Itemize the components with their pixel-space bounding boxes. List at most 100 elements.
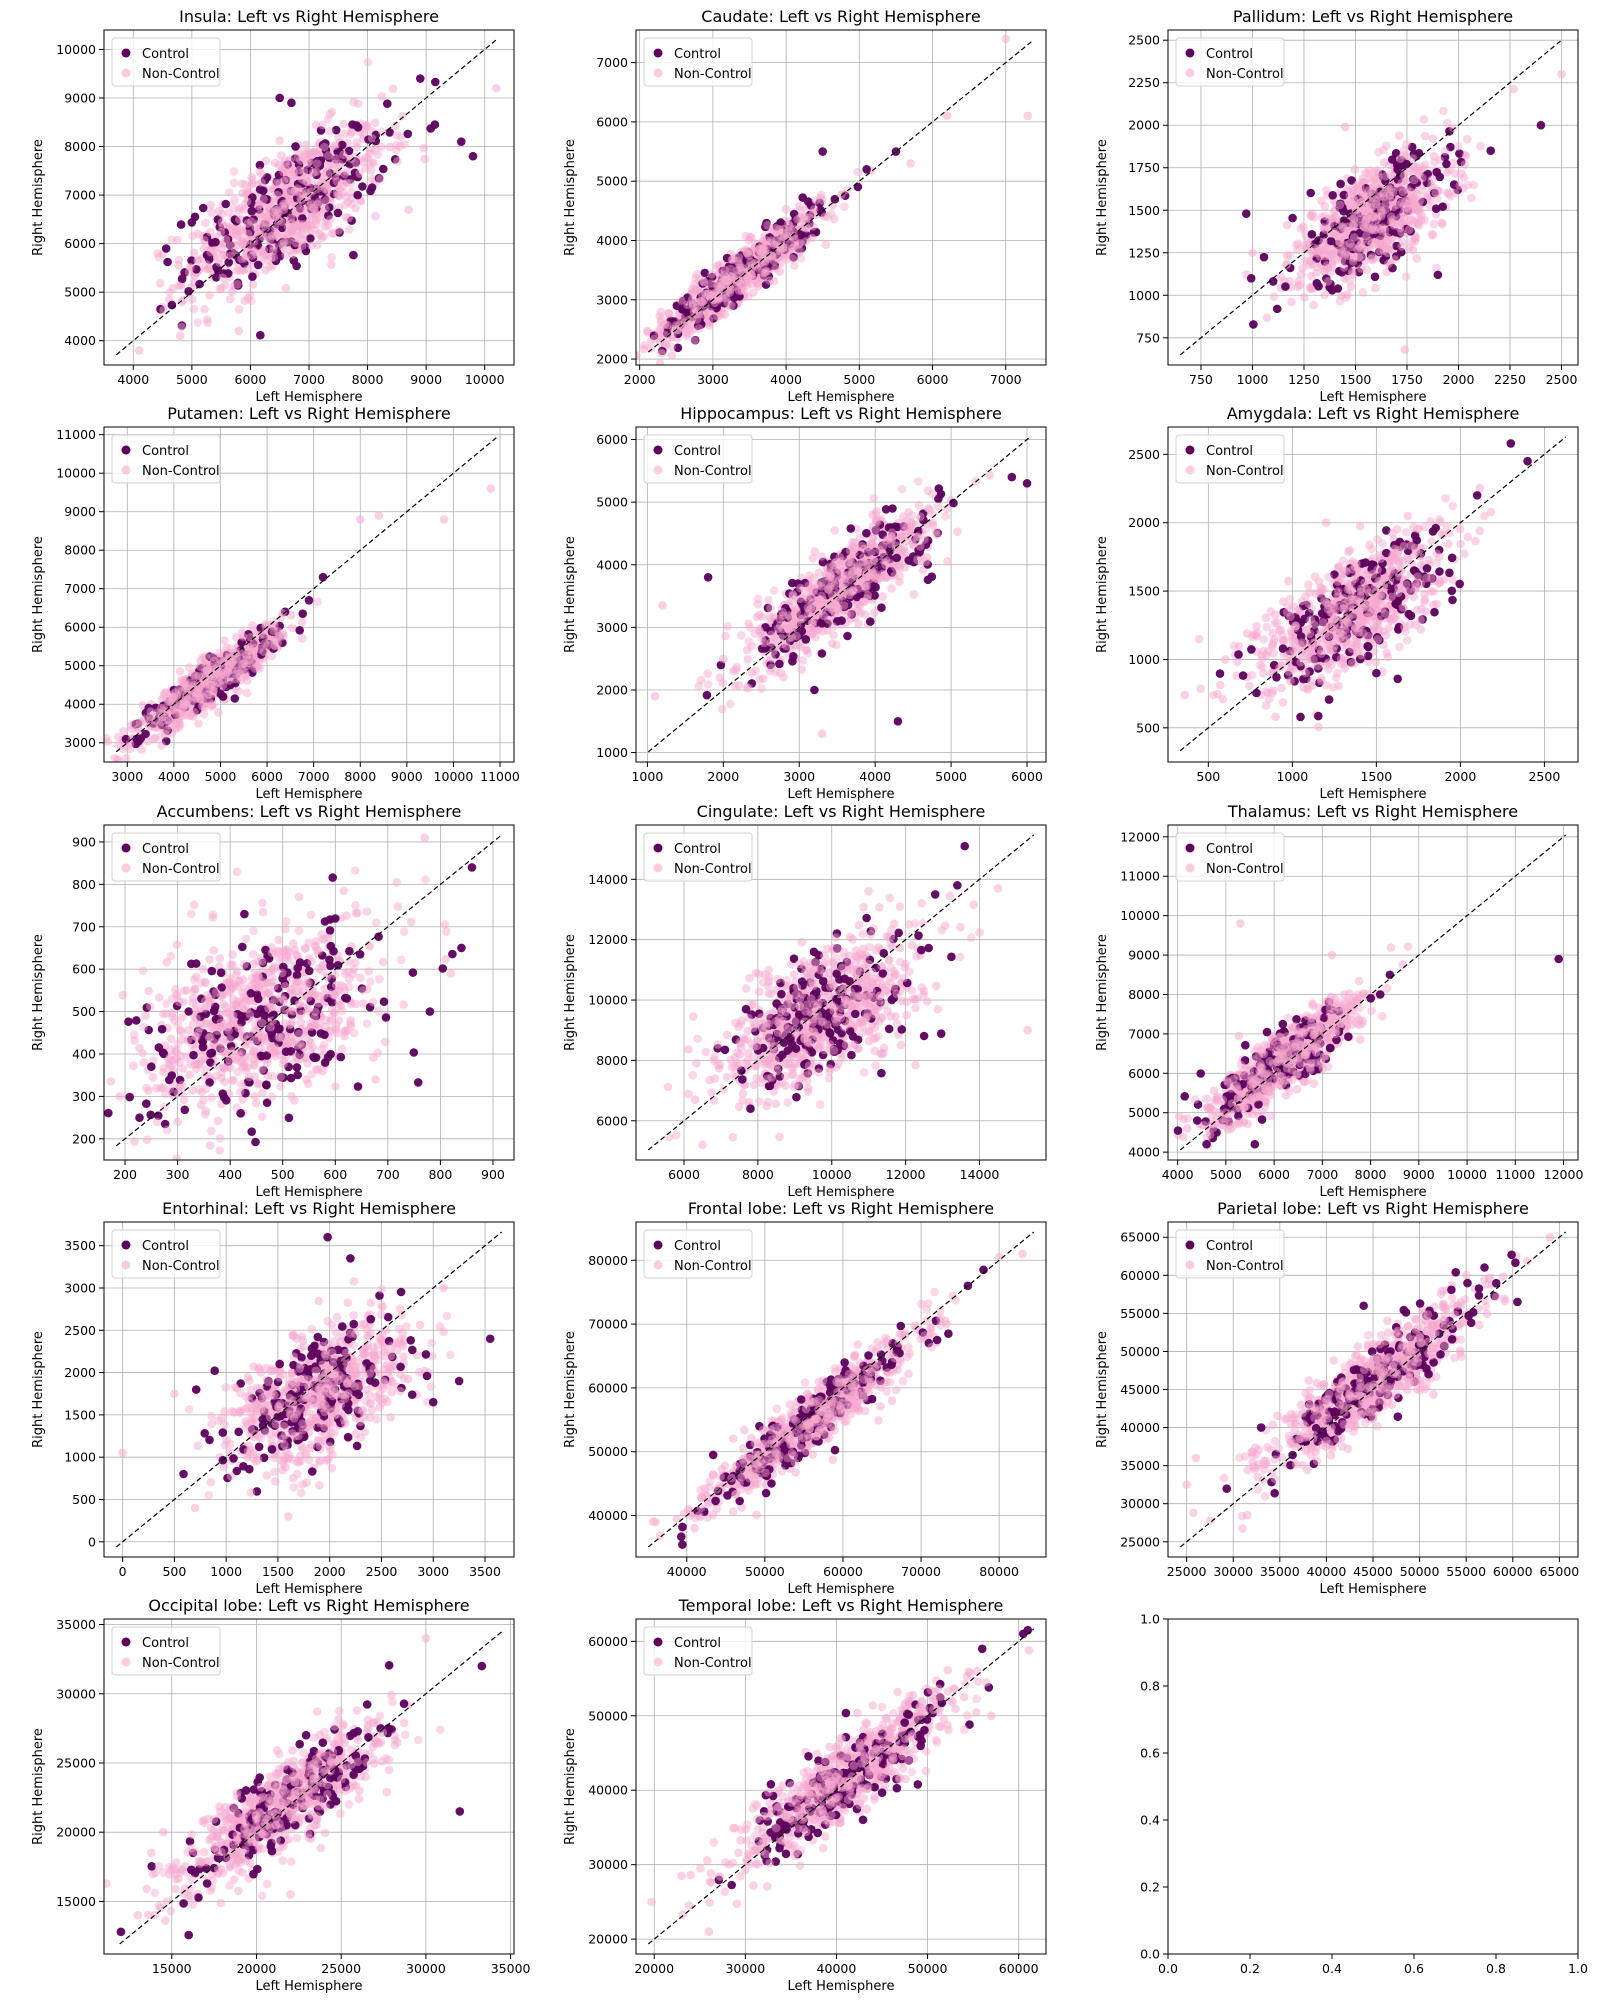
y-tick-label: 8000 (64, 139, 96, 154)
non-control-point (309, 203, 319, 212)
legend-marker-control (1185, 48, 1195, 58)
non-control-point (1394, 131, 1404, 140)
control-point (253, 241, 263, 250)
non-control-point (168, 283, 178, 293)
non-control-point (297, 241, 307, 250)
non-control-point (301, 224, 311, 233)
x-axis-label: Left Hemisphere (256, 390, 363, 405)
x-tick-label: 5000 (935, 769, 967, 784)
control-point (312, 163, 322, 173)
y-tick-label: 6000 (64, 620, 96, 635)
non-control-point (266, 253, 276, 263)
non-control-point (206, 247, 216, 257)
non-control-point (194, 671, 204, 681)
x-tick-label: 5000 (205, 769, 237, 784)
non-control-point (205, 291, 214, 300)
non-control-point (320, 204, 330, 213)
non-control-point (278, 201, 287, 211)
non-control-point (237, 179, 247, 189)
y-tick-label: 1000 (596, 745, 628, 760)
non-control-point (285, 156, 295, 166)
non-control-point (333, 190, 342, 200)
non-control-point (231, 669, 241, 679)
non-control-point (298, 189, 308, 199)
non-control-point (664, 309, 673, 318)
non-control-point (312, 216, 321, 226)
non-control-point (1300, 256, 1310, 265)
non-control-point (245, 290, 255, 299)
non-control-point (763, 221, 772, 230)
non-control-point (281, 283, 291, 293)
non-control-point (1292, 240, 1301, 250)
y-tick-label: 7000 (596, 55, 628, 70)
control-point (187, 256, 196, 265)
non-control-point (231, 660, 240, 670)
non-control-point (261, 622, 271, 631)
non-control-point (262, 219, 271, 228)
non-control-point (276, 612, 286, 622)
non-control-point (313, 199, 322, 209)
non-control-point (194, 719, 203, 728)
non-control-point (319, 177, 329, 186)
non-control-point (310, 207, 320, 216)
non-control-point (279, 199, 289, 208)
non-control-point (320, 142, 329, 152)
non-control-point (1414, 221, 1424, 230)
control-point (1288, 213, 1297, 223)
control-point (211, 237, 220, 247)
non-control-point (717, 704, 727, 714)
control-point (332, 173, 341, 183)
non-control-point (253, 219, 263, 229)
non-control-point (1371, 283, 1380, 293)
non-control-point (247, 251, 257, 260)
non-control-point (314, 213, 324, 222)
control-point (390, 155, 400, 164)
non-control-point (269, 252, 279, 262)
non-control-point (277, 239, 287, 249)
non-control-point (235, 215, 244, 224)
control-point (319, 187, 329, 196)
non-control-point (352, 138, 362, 147)
control-point (456, 137, 466, 146)
non-control-point (1319, 237, 1328, 246)
non-control-point (660, 320, 670, 329)
non-control-point (392, 140, 401, 150)
x-tick-label: 4000 (859, 769, 891, 784)
control-point (338, 154, 347, 164)
non-control-point (307, 178, 316, 187)
non-control-point (887, 584, 896, 593)
control-point (304, 595, 314, 605)
non-control-point (781, 204, 791, 214)
control-point (265, 244, 274, 254)
non-control-point (341, 200, 350, 209)
x-tick-label: 6000 (1011, 769, 1043, 784)
x-tick-label: 9000 (410, 372, 442, 387)
non-control-point (239, 265, 249, 275)
non-control-point (330, 172, 340, 181)
non-control-point (1420, 160, 1430, 170)
non-control-point (217, 283, 226, 293)
control-point (371, 136, 381, 146)
non-control-point (271, 205, 281, 215)
non-control-point (1378, 223, 1388, 232)
legend-label-non-control: Non-Control (142, 67, 220, 82)
non-control-point (342, 178, 351, 188)
non-control-point (309, 205, 318, 214)
control-point (1259, 252, 1269, 262)
control-point (348, 120, 357, 129)
non-control-point (232, 225, 241, 235)
control-point (233, 278, 243, 288)
control-point (347, 216, 356, 225)
non-control-point (1509, 84, 1518, 94)
non-control-point (214, 255, 224, 265)
control-point (232, 217, 241, 226)
non-control-point (212, 248, 222, 257)
non-control-point (272, 231, 282, 240)
x-tick-label: 2250 (1494, 372, 1526, 387)
non-control-point (219, 636, 229, 645)
non-control-point (1425, 196, 1435, 205)
non-control-point (720, 310, 729, 319)
non-control-point (370, 118, 380, 127)
non-control-point (327, 252, 336, 262)
